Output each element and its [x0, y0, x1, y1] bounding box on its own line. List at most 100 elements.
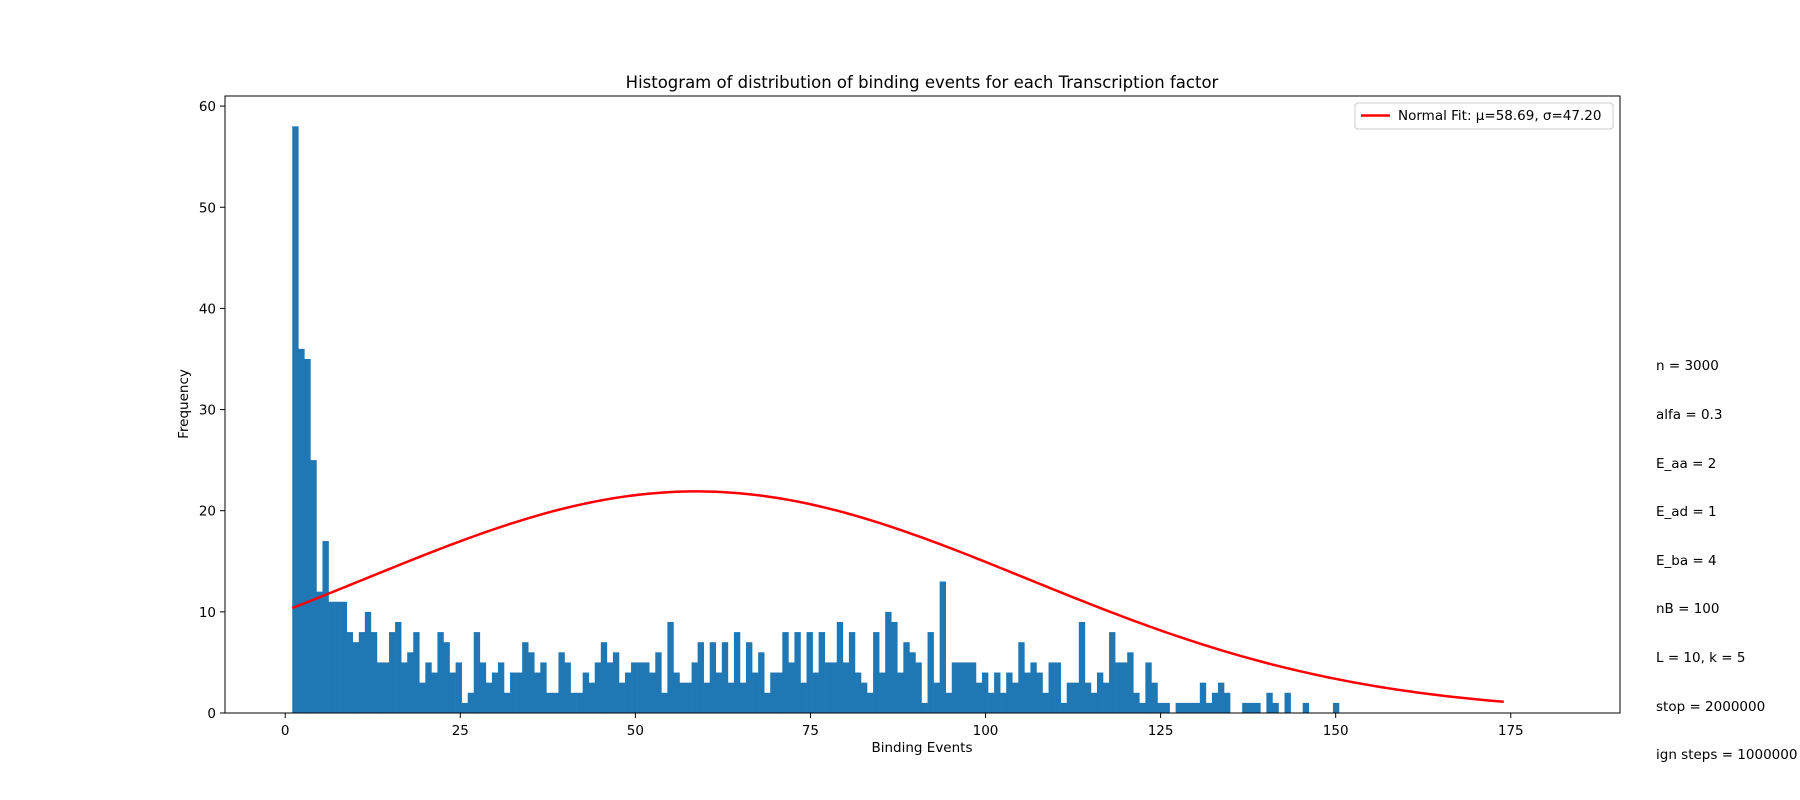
histogram-bar — [1024, 672, 1031, 713]
histogram-bar — [752, 672, 759, 713]
param-line: L = 10, k = 5 — [1656, 650, 1746, 667]
histogram-bar — [510, 672, 517, 713]
histogram-bar — [401, 662, 408, 713]
histogram-bar — [1006, 672, 1013, 713]
histogram-bar — [395, 621, 402, 713]
histogram-bars — [292, 126, 1340, 714]
histogram-bar — [600, 642, 608, 713]
y-tick-label: 40 — [199, 301, 216, 317]
histogram-bar — [927, 632, 934, 713]
histogram-bar — [1254, 702, 1261, 713]
histogram-bar — [479, 662, 487, 713]
histogram-bar — [449, 672, 456, 713]
histogram-bar — [491, 672, 499, 713]
histogram-bar — [455, 662, 462, 713]
histogram-bar — [340, 601, 347, 713]
histogram-bar — [504, 692, 511, 713]
histogram-bar — [921, 702, 928, 713]
histogram-bar — [1127, 652, 1134, 713]
param-line: n = 3000 — [1656, 358, 1719, 375]
y-tick-label: 30 — [199, 403, 216, 419]
histogram-bar — [425, 662, 432, 713]
histogram-bar — [794, 632, 801, 713]
histogram-bar — [975, 682, 983, 713]
histogram-bar — [625, 672, 632, 713]
histogram-bar — [606, 662, 614, 713]
histogram-bar — [497, 662, 505, 713]
histogram-bar — [721, 642, 729, 713]
normal-fit-line — [291, 490, 1504, 704]
histogram-bar — [643, 662, 650, 713]
histogram-bar — [848, 632, 856, 713]
histogram-bar — [1060, 702, 1068, 713]
histogram-bar — [1103, 682, 1110, 713]
histogram-bar — [727, 682, 735, 713]
histogram-bar — [860, 682, 868, 713]
histogram-bar — [376, 662, 384, 713]
histogram-bar — [528, 652, 535, 713]
param-line: nB = 100 — [1656, 601, 1720, 618]
histogram-bar — [951, 662, 959, 713]
plot-frame — [224, 95, 1621, 714]
histogram-bar — [963, 662, 971, 713]
histogram-bar — [413, 632, 420, 713]
histogram-bar — [310, 460, 317, 713]
histogram-bar — [546, 692, 553, 713]
histogram-bar — [552, 692, 559, 713]
histogram-bar — [649, 672, 656, 713]
histogram-bar — [1266, 692, 1273, 713]
histogram-bar — [1018, 642, 1025, 713]
histogram-bar — [1157, 702, 1164, 713]
y-axis-label: Frequency — [176, 369, 192, 439]
x-tick-label: 25 — [452, 723, 469, 739]
histogram-bar — [812, 672, 819, 713]
histogram-bar — [1284, 692, 1291, 713]
histogram-bar — [1072, 682, 1080, 713]
histogram-bar — [1096, 672, 1104, 713]
histogram-bar — [830, 662, 838, 713]
x-tick-label: 0 — [281, 723, 290, 739]
histogram-bar — [1012, 682, 1019, 713]
histogram-bar — [612, 652, 620, 713]
histogram-bar — [733, 632, 741, 713]
histogram-bar — [358, 632, 366, 713]
x-tick-label: 150 — [1323, 723, 1349, 739]
histogram-bar — [685, 682, 692, 713]
x-tick-label: 50 — [627, 723, 644, 739]
histogram-bar — [1181, 702, 1189, 713]
histogram-bar — [1115, 662, 1122, 713]
histogram-bar — [842, 662, 850, 713]
histogram-bar — [1090, 692, 1098, 713]
param-line: stop = 2000000 — [1656, 698, 1766, 715]
histogram-bar — [673, 672, 680, 713]
histogram-bar — [800, 682, 807, 713]
histogram-bar — [637, 662, 644, 713]
histogram-bar — [1332, 702, 1340, 713]
histogram-bar — [1302, 702, 1310, 713]
histogram-bar — [994, 672, 1001, 713]
histogram-bar — [1000, 692, 1007, 713]
histogram-bar — [758, 652, 765, 713]
histogram-bar — [879, 672, 886, 713]
histogram-bar — [739, 682, 747, 713]
histogram-bar — [709, 642, 717, 713]
histogram-bar — [1224, 692, 1231, 713]
chart-title: Histogram of distribution of binding eve… — [626, 73, 1219, 92]
legend: Normal Fit: μ=58.69, σ=47.20 — [1354, 102, 1614, 130]
histogram-bar — [1151, 682, 1158, 713]
x-tick-label: 125 — [1148, 723, 1174, 739]
histogram-bar — [437, 632, 444, 713]
histogram-bar — [298, 348, 305, 713]
y-tick-label: 50 — [199, 200, 216, 216]
histogram-bar — [854, 672, 862, 713]
histogram-bar — [655, 652, 662, 713]
histogram-bar — [1078, 621, 1086, 713]
param-line: E_aa = 2 — [1656, 455, 1717, 472]
histogram-bar — [1042, 692, 1049, 713]
histogram-bar — [1054, 662, 1061, 713]
histogram-bar — [540, 662, 547, 713]
histogram-bar — [618, 682, 626, 713]
histogram-bar — [897, 672, 904, 713]
histogram-bar — [746, 642, 753, 713]
histogram-bar — [982, 672, 989, 713]
